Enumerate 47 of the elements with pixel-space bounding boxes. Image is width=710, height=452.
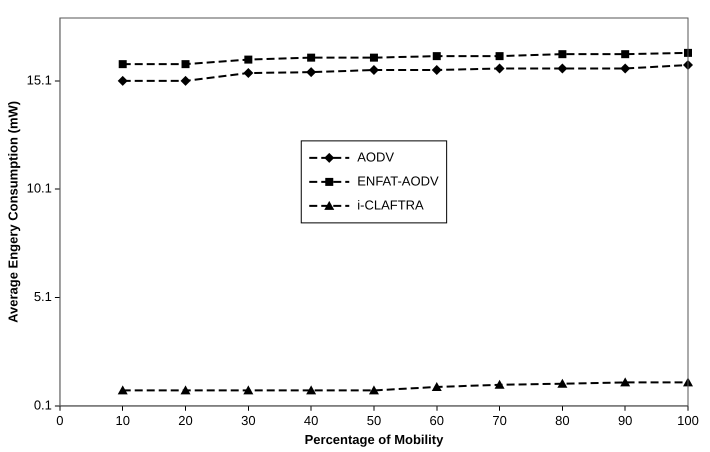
point xyxy=(243,68,254,78)
point xyxy=(180,385,191,394)
x-tick-label: 60 xyxy=(430,413,444,428)
legend-label: i-CLAFTRA xyxy=(357,197,424,212)
point xyxy=(557,63,568,74)
point xyxy=(557,378,568,388)
x-tick-label: 90 xyxy=(618,413,632,428)
point xyxy=(244,56,252,64)
x-tick-label: 10 xyxy=(115,413,130,428)
x-tick-label: 20 xyxy=(178,413,193,428)
point xyxy=(182,60,190,68)
y-tick-label: 10.1 xyxy=(26,180,52,196)
point xyxy=(180,76,191,86)
x-tick-label: 40 xyxy=(304,413,318,428)
point xyxy=(432,64,442,75)
point xyxy=(368,385,379,394)
legend-label: AODV xyxy=(357,149,394,164)
point xyxy=(494,380,505,389)
point xyxy=(307,54,316,62)
point xyxy=(432,52,441,60)
point xyxy=(118,385,128,394)
point xyxy=(368,64,379,75)
point xyxy=(494,63,505,74)
point xyxy=(621,50,630,58)
x-tick-label: 30 xyxy=(241,413,256,428)
x-tick-label: 70 xyxy=(492,413,507,428)
point xyxy=(496,52,504,60)
point xyxy=(620,63,630,74)
x-tick-label: 100 xyxy=(677,413,699,428)
point xyxy=(306,67,316,78)
point xyxy=(306,385,316,394)
y-tick-label: 0.1 xyxy=(34,397,52,412)
point xyxy=(432,382,442,391)
x-tick-label: 0 xyxy=(56,413,64,428)
point xyxy=(118,76,128,86)
legend-label: ENFAT-AODV xyxy=(357,173,439,188)
x-tick-label: 50 xyxy=(366,413,382,428)
x-axis-title: Percentage of Mobility xyxy=(304,432,444,447)
x-tick-label: 80 xyxy=(555,413,570,428)
point xyxy=(558,50,566,58)
point xyxy=(243,385,254,394)
point xyxy=(620,377,630,386)
y-tick-label: 15.1 xyxy=(26,72,52,88)
point xyxy=(370,54,378,62)
point xyxy=(118,60,127,68)
y-axis-title: Average Engery Consumption (mW) xyxy=(5,100,20,323)
y-tick-label: 5.1 xyxy=(34,289,52,304)
